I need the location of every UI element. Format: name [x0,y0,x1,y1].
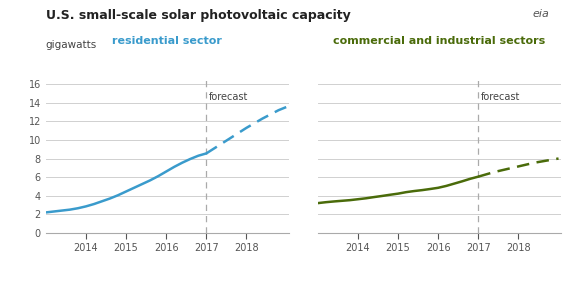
Text: forecast: forecast [209,92,248,102]
Text: gigawatts: gigawatts [46,40,97,50]
Text: eia: eia [532,9,549,18]
Text: U.S. small-scale solar photovoltaic capacity: U.S. small-scale solar photovoltaic capa… [46,9,351,22]
Text: commercial and industrial sectors: commercial and industrial sectors [333,36,545,46]
Text: residential sector: residential sector [112,36,222,46]
Text: forecast: forecast [481,92,521,102]
